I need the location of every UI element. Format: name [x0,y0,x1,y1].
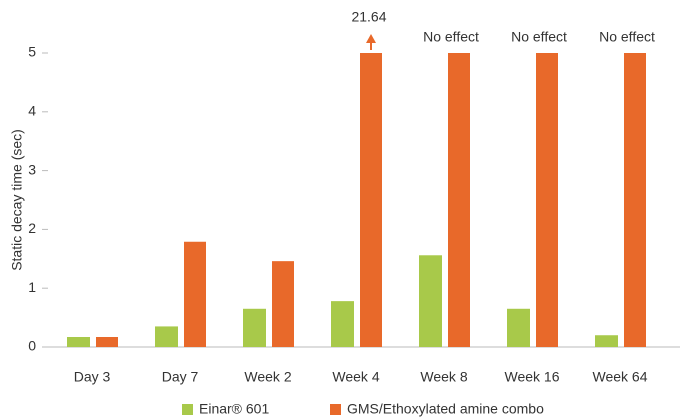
x-tick-label: Day 7 [162,369,199,385]
bar [184,241,206,347]
bar [96,337,118,347]
bar [507,308,530,347]
bar [243,308,266,347]
y-tick-label: 3 [28,161,36,177]
y-axis-label: Static decay time (sec) [9,129,25,271]
legend-label: Einar® 601 [199,401,269,417]
bar [360,53,382,347]
x-tick-label: Week 2 [244,369,291,385]
bar [448,53,470,347]
x-tick-label: Week 16 [505,369,560,385]
y-tick-label: 0 [28,338,36,354]
legend-label: GMS/Ethoxylated amine combo [347,401,544,417]
y-tick-label: 4 [28,103,36,119]
bar [595,335,618,347]
bar [419,255,442,347]
bar [67,337,90,347]
bar [272,261,294,347]
value-label: No effect [511,29,567,45]
y-tick-label: 5 [28,44,36,60]
value-label: 21.64 [351,9,386,25]
value-label: No effect [599,29,655,45]
bar [624,53,646,347]
x-tick-label: Week 64 [593,369,648,385]
bar [155,326,178,347]
x-tick-label: Week 4 [332,369,379,385]
legend-swatch [182,404,193,415]
y-tick-label: 1 [28,279,36,295]
bar [536,53,558,347]
overflow-arrowhead [366,34,376,43]
value-label: No effect [423,29,479,45]
y-tick-label: 2 [28,220,36,236]
legend-swatch [330,404,341,415]
bar [331,301,354,347]
x-tick-label: Week 8 [420,369,467,385]
x-tick-label: Day 3 [74,369,111,385]
